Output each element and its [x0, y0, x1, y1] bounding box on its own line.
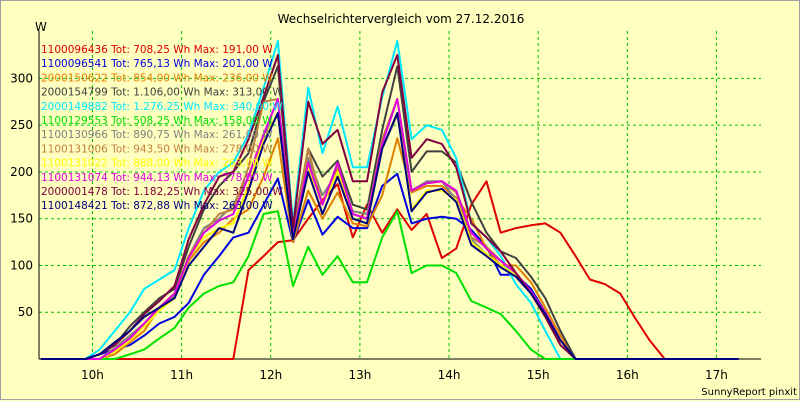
- y-tick-label: 250: [10, 118, 33, 132]
- x-tick-label: 12h: [259, 368, 282, 382]
- x-tick-label: 16h: [616, 368, 639, 382]
- legend: 1100096436 Tot: 708,25 Wh Max: 191,00 W 1…: [41, 44, 283, 212]
- grid-lines: [39, 31, 761, 359]
- series-line: [40, 180, 739, 360]
- legend-entry: 1100129553 Tot: 508,25 Wh Max: 158,00 W: [41, 115, 273, 127]
- legend-entry: 1100131006 Tot: 943,50 Wh Max: 278,00 W: [41, 143, 273, 155]
- x-tick-label: 17h: [705, 368, 728, 382]
- x-tick-label: 10h: [81, 368, 104, 382]
- legend-entry: 2000150622 Tot: 854,00 Wh Max: 236,00 W: [41, 72, 273, 84]
- legend-entry: 1100131022 Tot: 888,00 Wh Max: 263,00 W: [41, 158, 273, 170]
- series-line: [40, 112, 739, 360]
- legend-entry: 1100096436 Tot: 708,25 Wh Max: 191,00 W: [41, 44, 273, 56]
- y-tick-label: 150: [10, 212, 33, 226]
- legend-entry: 1100130966 Tot: 890,75 Wh Max: 261,00 W: [41, 129, 273, 141]
- y-axis-unit-label: W: [35, 20, 47, 34]
- legend-entry: 1100148421 Tot: 872,88 Wh Max: 263,00 W: [41, 200, 273, 212]
- legend-entry: 2000001478 Tot: 1.182,25 Wh Max: 325,00 …: [41, 186, 283, 198]
- chart-title: Wechselrichtervergleich vom 27.12.2016: [278, 12, 525, 26]
- x-tick-label: 14h: [438, 368, 461, 382]
- legend-entry: 1100096541 Tot: 765,13 Wh Max: 201,00 W: [41, 58, 273, 70]
- legend-entry: 2000154799 Tot: 1.106,00 Wh Max: 313,00 …: [41, 87, 283, 99]
- legend-entry: 1100131074 Tot: 944,13 Wh Max: 278,00 W: [41, 172, 273, 184]
- y-tick-label: 300: [10, 71, 33, 85]
- series-lines: [40, 40, 739, 360]
- x-tick-label: 11h: [170, 368, 193, 382]
- y-tick-label: 200: [10, 165, 33, 179]
- footer-credit: SunnyReport pinxit: [701, 387, 797, 398]
- x-tick-label: 15h: [527, 368, 550, 382]
- y-tick-label: 100: [10, 258, 33, 272]
- x-tick-label: 13h: [348, 368, 371, 382]
- y-tick-label: 50: [18, 305, 33, 319]
- legend-entry: 2000149882 Tot: 1.276,25 Wh Max: 340,00 …: [41, 101, 283, 113]
